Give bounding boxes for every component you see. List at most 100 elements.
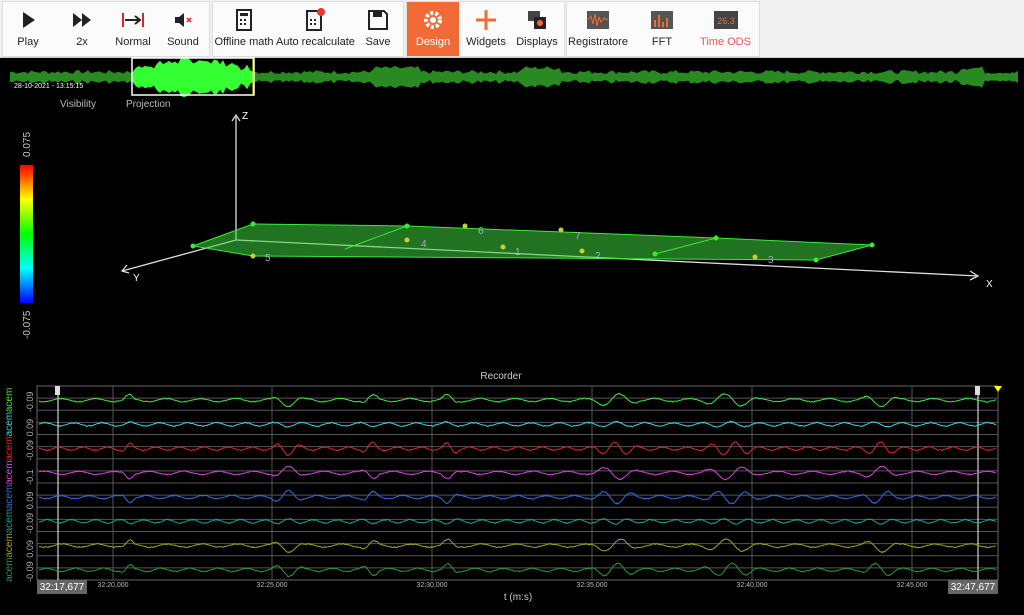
normal-button[interactable]: Normal xyxy=(110,2,156,56)
mode-surface xyxy=(191,223,873,261)
channel-name[interactable]: acem xyxy=(4,412,15,436)
trace xyxy=(38,392,997,408)
label: Design xyxy=(415,36,451,48)
range-box xyxy=(37,580,87,594)
play-button[interactable]: Play xyxy=(3,2,53,56)
node xyxy=(752,254,758,260)
channel-scale: -0.09 xyxy=(25,440,35,461)
label: Time ODS xyxy=(700,36,751,48)
channel-name[interactable]: acem xyxy=(4,509,15,533)
node xyxy=(558,227,564,233)
node xyxy=(404,237,410,243)
tab[interactable]: Projection xyxy=(126,99,170,110)
x-tick-label: 32:35,000 xyxy=(576,582,607,589)
x-tick-label: 32:45,000 xyxy=(896,582,927,589)
range-end: 32:47,677 xyxy=(951,582,996,593)
recorder-title: Recorder xyxy=(480,371,522,382)
registratore-button[interactable]: Registratore xyxy=(567,2,629,56)
axis-label: X xyxy=(986,279,993,290)
node xyxy=(462,223,468,229)
label: Play xyxy=(17,36,39,48)
channel-scale: 0.09 xyxy=(25,492,35,510)
mesh xyxy=(344,225,717,255)
fft-button[interactable]: FFT xyxy=(633,2,691,56)
channel-scale: -0.1 xyxy=(25,469,35,485)
point-label: 5 xyxy=(265,253,271,264)
label: 2x xyxy=(76,36,88,48)
channel-scale: -0.09 xyxy=(25,513,35,534)
label: FFT xyxy=(651,36,673,48)
label: Widgets xyxy=(466,36,506,48)
point-label: 4 xyxy=(421,239,427,250)
channel-name[interactable]: acem xyxy=(4,388,15,412)
node xyxy=(579,248,585,254)
group: Registratore FFT 26.3 Time ODS xyxy=(566,1,760,57)
channel-scale: -0.09 xyxy=(25,392,35,413)
trace xyxy=(39,538,997,554)
widgets-button[interactable]: Widgets xyxy=(461,2,511,56)
label: Offline math xyxy=(214,36,274,48)
toolbar: Play 2x Normal Sound Offline math Auto r… xyxy=(0,0,1024,58)
range-start: 32:17,677 xyxy=(40,582,85,593)
node xyxy=(404,223,410,229)
x-tick-label: 32:40,000 xyxy=(736,582,767,589)
axis-label: Y xyxy=(133,273,140,284)
point-label: 3 xyxy=(768,255,774,266)
trace xyxy=(38,465,997,481)
time-ods-button[interactable]: 26.3 Time ODS xyxy=(694,2,757,56)
recorder: 32:20,000 32:25,000 32:30,000 32:35,000 32:4… xyxy=(4,385,1002,594)
x-tick-label: 32:20,000 xyxy=(97,582,128,589)
trace xyxy=(38,562,997,578)
group: Play 2x Normal Sound xyxy=(2,1,210,57)
node xyxy=(813,257,819,263)
range-box xyxy=(948,580,998,594)
channel-name[interactable]: acem xyxy=(4,533,15,557)
x-tick-label: 32:25,000 xyxy=(256,582,287,589)
point-label: 6 xyxy=(478,226,484,237)
tab[interactable]: Visibility xyxy=(60,99,96,110)
label: Save xyxy=(365,36,391,48)
trace xyxy=(38,441,997,456)
sound-button[interactable]: Sound xyxy=(160,2,206,56)
label: Sound xyxy=(167,36,199,48)
channel-name[interactable]: acem xyxy=(4,557,15,581)
channel-scale: 0.09 xyxy=(25,540,35,558)
x-axis-label: t (m:s) xyxy=(504,592,532,603)
svg-text:26.3: 26.3 xyxy=(717,16,735,26)
node xyxy=(500,244,506,250)
label: Registratore xyxy=(568,36,628,48)
save-button[interactable]: Save xyxy=(355,2,401,56)
timestamp: 28-10-2021 - 13:15:15 xyxy=(14,83,83,90)
design-button[interactable]: Design xyxy=(407,2,459,56)
node xyxy=(869,242,875,248)
points: 1 2 3 4 5 6 7 xyxy=(190,221,875,266)
projection-window[interactable] xyxy=(131,57,255,96)
offline-math-button[interactable]: Offline math xyxy=(213,2,275,56)
colorbar xyxy=(20,165,33,303)
trace xyxy=(38,489,997,505)
channel-name[interactable]: acem xyxy=(4,460,15,484)
marker xyxy=(994,386,1002,392)
workspace: 28-10-2021 - 13:15:15 Visibility Project… xyxy=(4,57,1018,603)
point-label: 1 xyxy=(515,247,521,258)
node xyxy=(250,253,256,259)
cursor-handle[interactable] xyxy=(975,386,980,395)
auto-recalculate-button[interactable]: Auto recalculate xyxy=(276,2,355,56)
channel-name[interactable]: acem xyxy=(4,436,15,460)
node xyxy=(713,235,719,241)
overview xyxy=(10,57,1018,98)
node xyxy=(652,251,658,257)
channel-scale: -0.09 xyxy=(25,561,35,582)
cursor-handle[interactable] xyxy=(55,386,60,395)
colorbar-min: -0.075 xyxy=(22,310,33,339)
displays-button[interactable]: Displays xyxy=(512,2,562,56)
speed-button[interactable]: 2x xyxy=(58,2,106,56)
x-tick-label: 32:30,000 xyxy=(416,582,447,589)
label: Normal xyxy=(115,36,151,48)
waveform-highlight xyxy=(132,57,253,98)
group: Offline math Auto recalculate Save xyxy=(212,1,404,57)
waveform xyxy=(10,58,1018,96)
node xyxy=(190,243,196,249)
channel-name[interactable]: acem xyxy=(4,485,15,509)
